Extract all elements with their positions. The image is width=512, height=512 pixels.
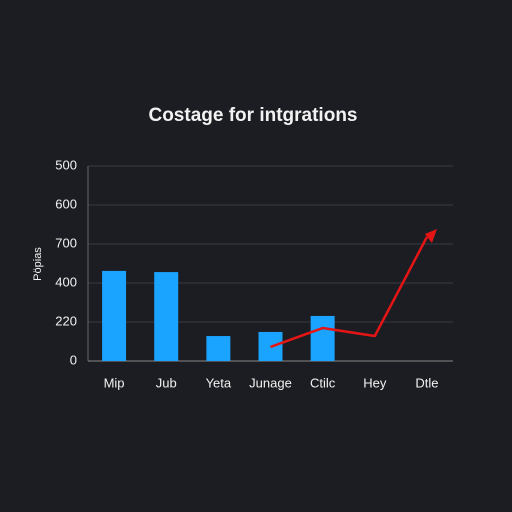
x-tick-label: Junage xyxy=(249,375,292,390)
bar xyxy=(154,272,179,361)
bar xyxy=(206,336,231,361)
x-tick-label: Jub xyxy=(156,375,177,390)
y-tick-label: 220 xyxy=(55,313,77,328)
y-axis-label: Pöpias xyxy=(32,247,44,281)
line xyxy=(270,236,429,349)
chart-title: Costage for intgrations xyxy=(148,105,357,126)
x-tick-label: Mip xyxy=(104,375,125,390)
y-tick-label: 400 xyxy=(55,274,77,289)
y-tick-label: 500 xyxy=(55,157,77,172)
bar xyxy=(102,270,127,361)
y-tick-label: 700 xyxy=(55,235,77,250)
x-tick-label: Dtle xyxy=(415,375,438,390)
bar xyxy=(310,315,335,361)
y-tick-label: 600 xyxy=(55,196,77,211)
arrow-head xyxy=(424,228,437,243)
x-tick-label: Ctilc xyxy=(310,375,336,390)
x-tick-label: Yeta xyxy=(206,375,232,390)
x-tick-label: Hey xyxy=(363,375,387,390)
y-tick-label: 0 xyxy=(70,352,77,367)
